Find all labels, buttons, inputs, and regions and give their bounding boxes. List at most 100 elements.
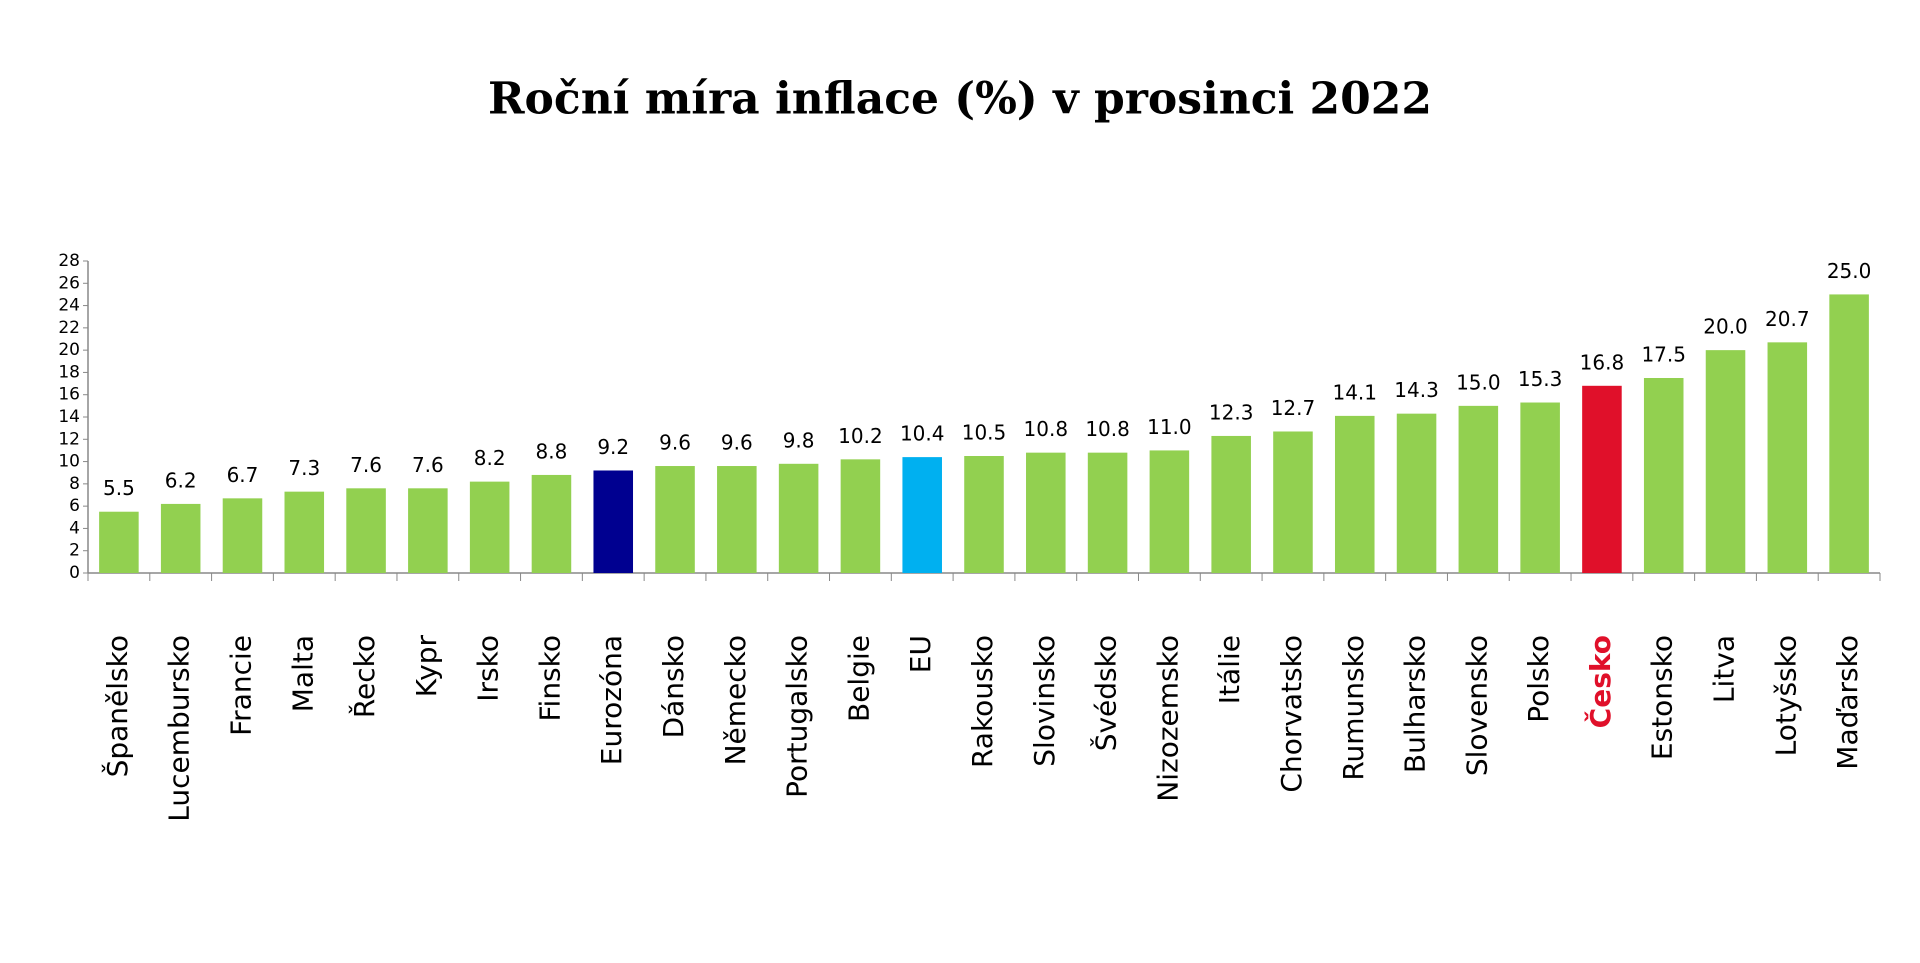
value-label: 10.5 bbox=[962, 421, 1007, 445]
bar bbox=[964, 456, 1004, 573]
value-label: 12.7 bbox=[1271, 396, 1316, 420]
x-tick-label: Lucembursko bbox=[163, 635, 196, 822]
x-tick-label: Švédsko bbox=[1089, 635, 1123, 751]
bar bbox=[593, 470, 634, 573]
value-label: 10.2 bbox=[838, 424, 883, 448]
x-tick-label: EU bbox=[904, 635, 937, 673]
x-tick-label: Polsko bbox=[1522, 635, 1555, 723]
y-tick-label: 6 bbox=[69, 496, 80, 516]
x-tick-label: Itálie bbox=[1213, 635, 1246, 704]
x-tick-label: Eurozóna bbox=[595, 635, 628, 765]
y-tick-label: 14 bbox=[58, 407, 80, 427]
x-tick-label: Finsko bbox=[533, 635, 566, 722]
x-tick-label: Belgie bbox=[842, 635, 875, 722]
value-label: 5.5 bbox=[103, 476, 135, 500]
x-tick-label: Rakousko bbox=[966, 635, 999, 768]
bar bbox=[717, 466, 757, 573]
value-label: 15.0 bbox=[1456, 370, 1501, 394]
bar bbox=[1643, 378, 1684, 573]
value-label: 9.6 bbox=[659, 431, 691, 455]
x-tick-label: Španělsko bbox=[100, 635, 134, 777]
x-tick-label: Česko bbox=[1583, 635, 1617, 728]
y-tick-label: 26 bbox=[58, 273, 80, 293]
bar bbox=[1767, 342, 1808, 573]
bar bbox=[778, 463, 819, 573]
y-tick-label: 18 bbox=[58, 362, 80, 382]
value-label: 7.6 bbox=[412, 453, 444, 477]
value-label: 17.5 bbox=[1641, 343, 1686, 367]
y-tick-label: 10 bbox=[58, 452, 80, 472]
value-label: 15.3 bbox=[1518, 367, 1563, 391]
bar bbox=[1829, 294, 1869, 573]
value-label: 10.8 bbox=[1024, 417, 1069, 441]
value-label: 25.0 bbox=[1827, 259, 1872, 283]
value-label: 6.2 bbox=[165, 468, 197, 492]
value-label: 20.7 bbox=[1765, 307, 1810, 331]
value-label: 9.8 bbox=[783, 428, 815, 452]
x-tick-label: Dánsko bbox=[657, 635, 690, 738]
value-label: 16.8 bbox=[1580, 350, 1625, 374]
bar bbox=[99, 511, 139, 573]
x-tick-label: Nizozemsko bbox=[1151, 635, 1184, 802]
value-label: 11.0 bbox=[1147, 415, 1192, 439]
x-tick-label: Slovensko bbox=[1460, 635, 1493, 776]
x-tick-label: Irsko bbox=[472, 635, 505, 702]
bar bbox=[284, 491, 325, 573]
bar bbox=[1273, 431, 1313, 573]
x-tick-label: Estonsko bbox=[1646, 635, 1679, 760]
chart-title: Roční míra inflace (%) v prosinci 2022 bbox=[488, 74, 1432, 125]
x-tick-label: Německo bbox=[719, 635, 752, 765]
x-tick-label: Řecko bbox=[347, 635, 381, 718]
bar bbox=[1149, 450, 1190, 573]
bar bbox=[1334, 415, 1375, 573]
value-label: 14.3 bbox=[1394, 378, 1439, 402]
x-tick-label: Kypr bbox=[410, 635, 443, 698]
value-label: 20.0 bbox=[1703, 315, 1748, 339]
value-label: 8.8 bbox=[536, 439, 568, 463]
bar bbox=[655, 466, 695, 573]
bar bbox=[1705, 350, 1746, 573]
bar bbox=[1026, 452, 1066, 573]
value-label: 6.7 bbox=[227, 463, 259, 487]
y-tick-label: 2 bbox=[69, 541, 80, 561]
value-label: 12.3 bbox=[1209, 400, 1254, 424]
bar bbox=[469, 481, 510, 573]
value-label: 9.2 bbox=[597, 435, 629, 459]
bar bbox=[160, 503, 201, 573]
value-label: 7.3 bbox=[288, 456, 320, 480]
x-tick-label: Bulharsko bbox=[1399, 635, 1432, 773]
y-tick-label: 8 bbox=[69, 474, 80, 494]
value-label: 8.2 bbox=[474, 446, 506, 470]
y-tick-label: 4 bbox=[69, 518, 80, 538]
bar bbox=[1582, 385, 1622, 573]
y-tick-label: 28 bbox=[58, 251, 80, 271]
bar bbox=[222, 498, 263, 573]
value-label: 7.6 bbox=[350, 453, 382, 477]
x-tick-label: Malta bbox=[286, 635, 319, 712]
x-tick-label: Maďarsko bbox=[1831, 635, 1864, 770]
x-tick-label: Chorvatsko bbox=[1275, 635, 1308, 793]
x-tick-label: Slovinsko bbox=[1028, 635, 1061, 767]
bar bbox=[1458, 405, 1499, 573]
x-tick-label: Rumunsko bbox=[1337, 635, 1370, 781]
bar bbox=[346, 488, 386, 573]
x-tick-label: Litva bbox=[1708, 635, 1741, 703]
bar bbox=[1211, 435, 1251, 573]
bar bbox=[1520, 402, 1560, 573]
x-tick-label: Portugalsko bbox=[781, 635, 814, 798]
y-tick-label: 16 bbox=[58, 385, 80, 405]
value-label: 14.1 bbox=[1332, 380, 1377, 404]
bar bbox=[902, 457, 942, 573]
y-tick-label: 0 bbox=[69, 563, 80, 583]
y-tick-label: 20 bbox=[58, 340, 80, 360]
y-tick-label: 24 bbox=[58, 296, 80, 316]
bar bbox=[1087, 452, 1128, 573]
y-tick-label: 22 bbox=[58, 318, 80, 338]
bar bbox=[408, 488, 448, 573]
x-tick-label: Lotyšsko bbox=[1769, 635, 1802, 756]
value-label: 10.8 bbox=[1085, 417, 1130, 441]
value-label: 10.4 bbox=[900, 422, 945, 446]
y-tick-label: 12 bbox=[58, 429, 80, 449]
bar bbox=[531, 474, 572, 573]
